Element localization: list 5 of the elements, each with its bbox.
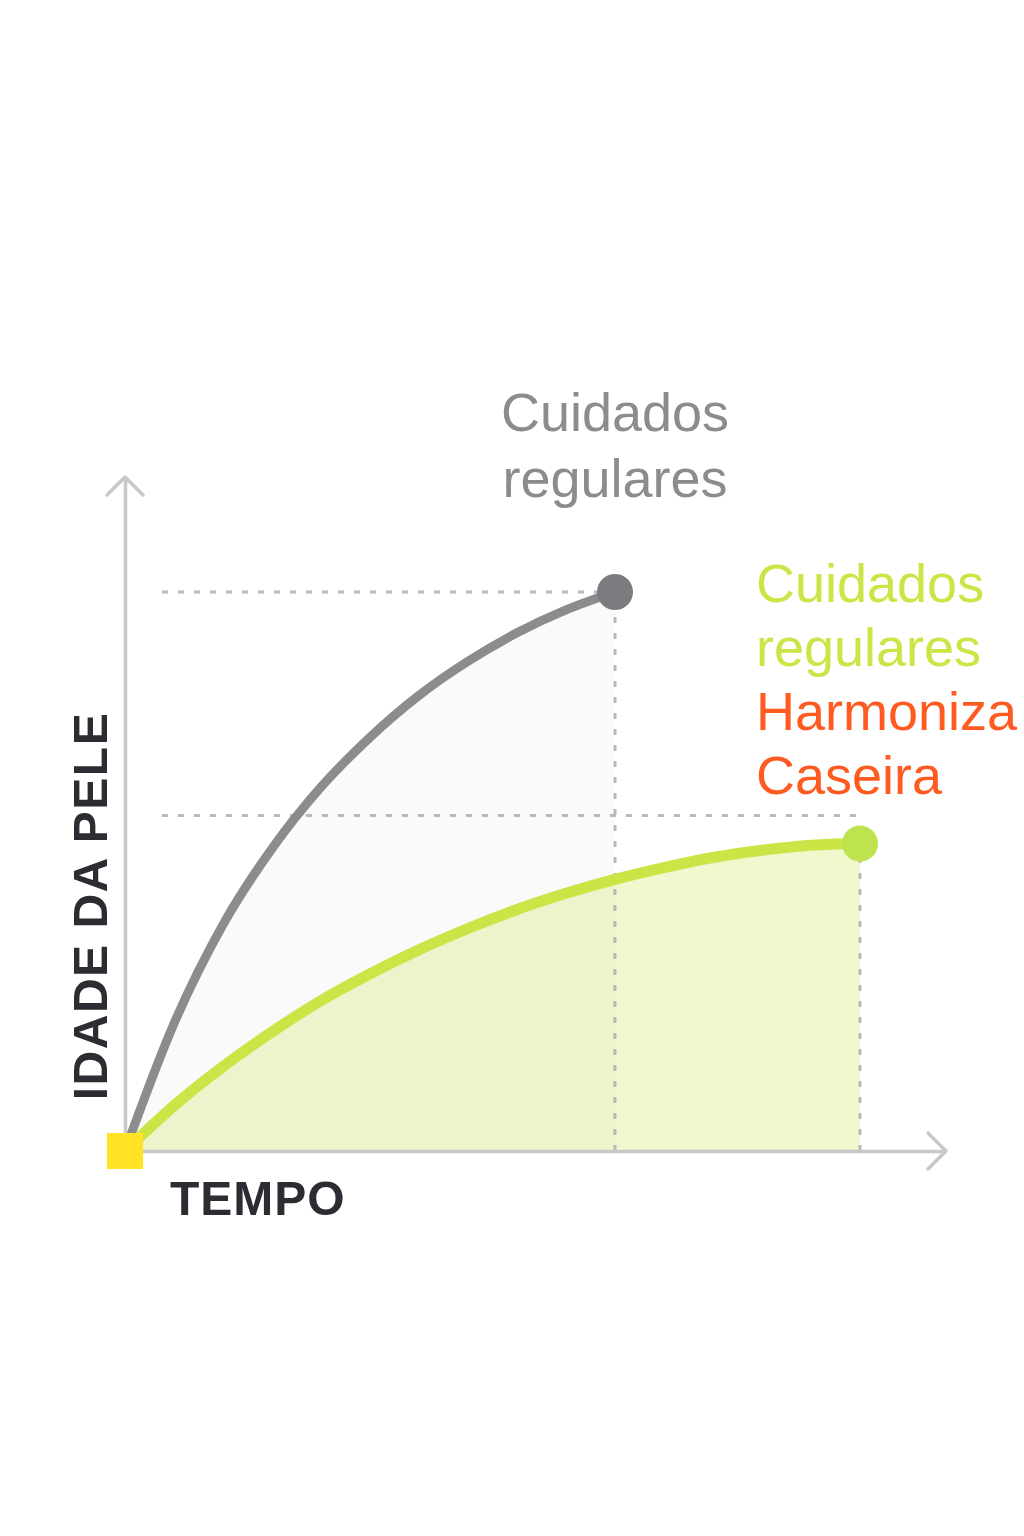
y-axis-title: IDADE DA PELE (64, 711, 117, 1101)
text: Cuidados regulares (500, 382, 730, 508)
x-axis-title: TEMPO (170, 1172, 346, 1225)
annotation: Harmoniza Caseira (756, 680, 1019, 805)
text: Cuidados regulares (756, 552, 985, 677)
